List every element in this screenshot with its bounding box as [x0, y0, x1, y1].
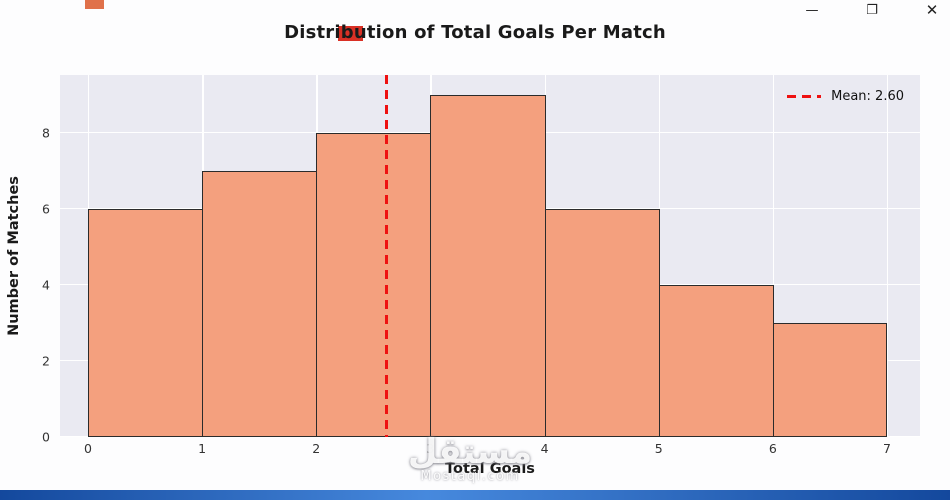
x-tick-label: 1: [198, 441, 207, 456]
histogram-bar: [430, 95, 547, 437]
gridline-vertical: [772, 75, 775, 437]
x-axis-label: Total Goals: [445, 461, 535, 477]
y-tick-labels: 0 2 4 6 8: [28, 75, 54, 445]
x-tick-labels: 0 1 2 3 4 5 6 7: [60, 441, 920, 457]
histogram-bar: [202, 171, 318, 437]
legend: Mean: 2.60: [787, 89, 904, 104]
histogram-bar: [88, 209, 204, 437]
gridline-vertical: [887, 75, 889, 437]
decoration-topleft-rect: [85, 0, 104, 9]
x-tick-label: 2: [312, 441, 321, 456]
chart-title: Distribution of Total Goals Per Match: [284, 22, 666, 43]
decoration-title-rect: [338, 26, 363, 41]
x-tick-label: 4: [540, 441, 549, 456]
window-controls: — ❐ ✕: [804, 2, 940, 18]
minimize-button[interactable]: —: [805, 2, 819, 18]
y-tick-label: 0: [42, 429, 50, 445]
x-tick-label: 3: [426, 441, 435, 456]
y-axis-label-container: Number of Matches: [0, 75, 28, 437]
histogram-bar: [544, 209, 661, 437]
x-tick-label: 5: [654, 441, 663, 456]
mean-line-legend-icon: [787, 95, 822, 98]
histogram-bar: [658, 285, 775, 437]
y-tick-label: 2: [42, 353, 50, 369]
histogram-bar: [772, 323, 887, 437]
histogram-bar: [316, 133, 432, 437]
footer-bar: [0, 490, 950, 500]
restore-button[interactable]: ❐: [866, 2, 878, 18]
x-tick-label: 6: [768, 441, 777, 456]
x-tick-label: 0: [84, 441, 92, 456]
y-tick-label: 4: [42, 277, 50, 293]
y-tick-label: 8: [42, 125, 50, 141]
plot-area: Mean: 2.60: [60, 75, 920, 437]
mean-line: [384, 75, 388, 437]
y-tick-label: 6: [42, 201, 50, 217]
close-button[interactable]: ✕: [925, 0, 939, 19]
legend-label: Mean: 2.60: [831, 89, 904, 104]
x-tick-label: 7: [883, 441, 891, 456]
y-axis-label: Number of Matches: [6, 176, 23, 336]
